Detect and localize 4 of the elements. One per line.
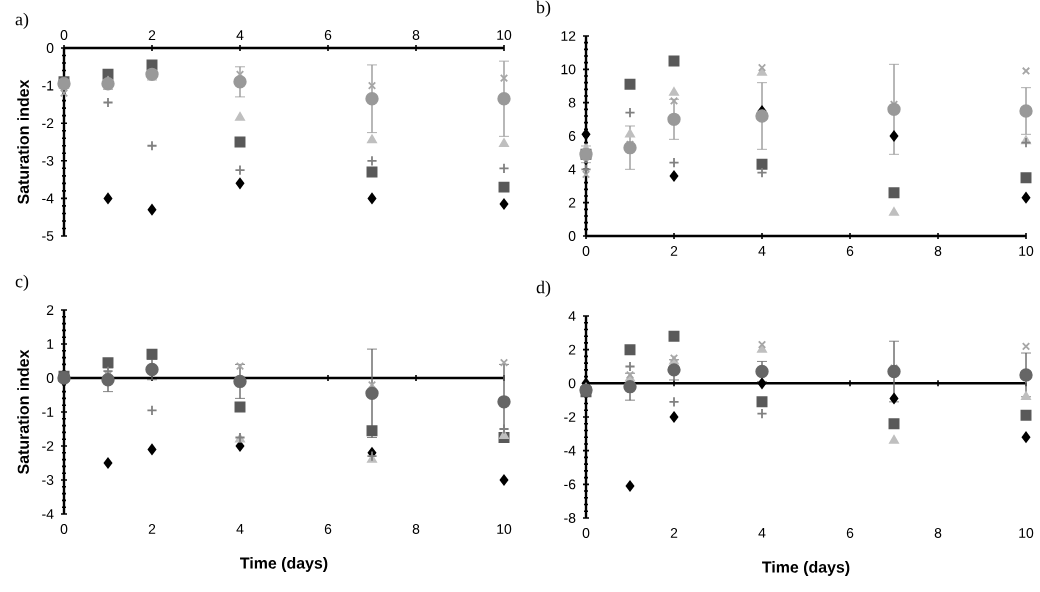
chart-title: d) bbox=[536, 280, 551, 297]
chart-title: c) bbox=[15, 274, 29, 292]
chart-title: b) bbox=[536, 0, 551, 17]
chart-title: a) bbox=[15, 12, 29, 29]
